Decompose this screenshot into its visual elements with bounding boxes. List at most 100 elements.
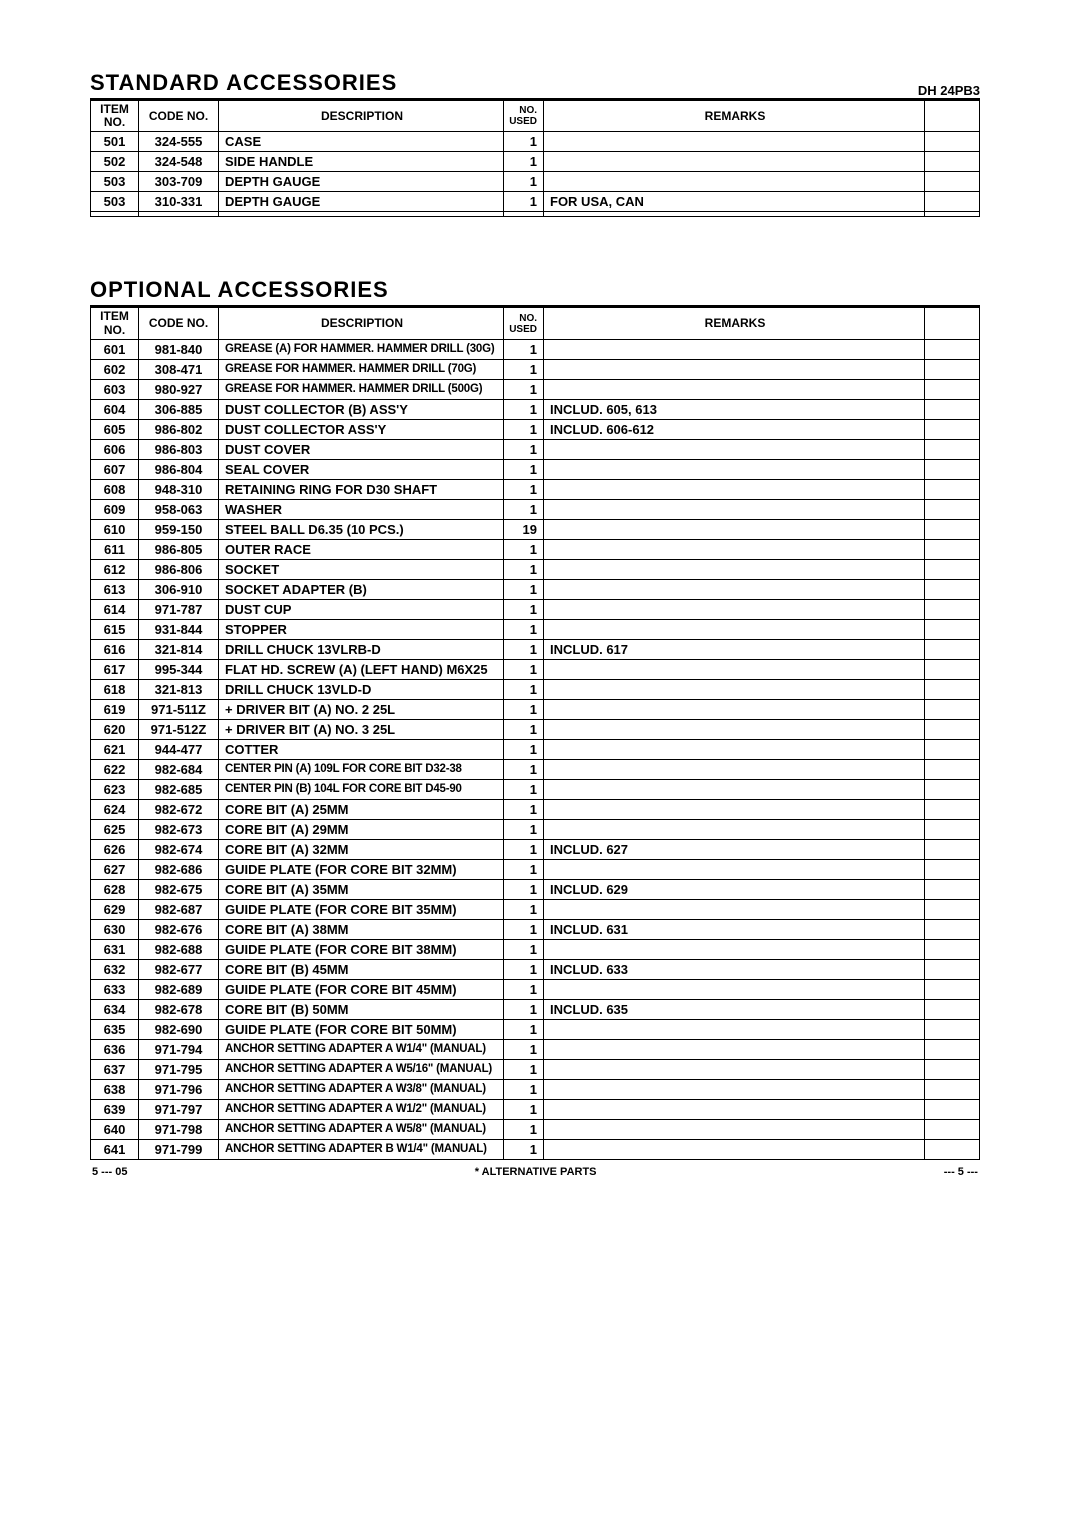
cell-description: CORE BIT (A) 29MM: [219, 819, 504, 839]
cell-item: 621: [91, 739, 139, 759]
cell-extra: [925, 479, 980, 499]
table-row: 607986-804SEAL COVER1: [91, 459, 980, 479]
cell-used: 1: [504, 192, 544, 212]
cell-remarks: [544, 539, 925, 559]
cell-extra: [925, 1059, 980, 1079]
cell-extra: [925, 1019, 980, 1039]
cell-used: 1: [504, 1079, 544, 1099]
cell-remarks: [544, 979, 925, 999]
cell-description: CORE BIT (A) 25MM: [219, 799, 504, 819]
table-row: 618321-813DRILL CHUCK 13VLD-D1: [91, 679, 980, 699]
cell-item: 601: [91, 339, 139, 359]
cell-description: CASE: [219, 132, 504, 152]
cell-used: 1: [504, 879, 544, 899]
cell-remarks: [544, 599, 925, 619]
cell-remarks: [544, 559, 925, 579]
cell-used: 1: [504, 639, 544, 659]
cell-description: CENTER PIN (A) 109L FOR CORE BIT D32-38: [219, 759, 504, 779]
cell-item: 616: [91, 639, 139, 659]
cell-extra: [925, 879, 980, 899]
cell-code: 982-674: [139, 839, 219, 859]
cell-extra: [925, 379, 980, 399]
cell-remarks: [544, 499, 925, 519]
table-row: 638971-796ANCHOR SETTING ADAPTER A W3/8"…: [91, 1079, 980, 1099]
cell-code: 995-344: [139, 659, 219, 679]
cell-item: 635: [91, 1019, 139, 1039]
table-row: *503303-709DEPTH GAUGE1: [91, 172, 980, 192]
cell-extra: [925, 759, 980, 779]
optional-section-header: OPTIONAL ACCESSORIES: [90, 277, 980, 307]
cell-item: 637: [91, 1059, 139, 1079]
cell-remarks: [544, 719, 925, 739]
cell-item: 631: [91, 939, 139, 959]
cell-description: SIDE HANDLE: [219, 152, 504, 172]
cell-description: GREASE (A) FOR HAMMER. HAMMER DRILL (30G…: [219, 339, 504, 359]
cell-description: GUIDE PLATE (FOR CORE BIT 50MM): [219, 1019, 504, 1039]
cell-extra: [925, 399, 980, 419]
cell-used: 1: [504, 339, 544, 359]
cell-code: 982-672: [139, 799, 219, 819]
optional-header-row: ITEMNO. CODE NO. DESCRIPTION NO.USED REM…: [91, 308, 980, 339]
cell-used: 1: [504, 999, 544, 1019]
cell-extra: [925, 1039, 980, 1059]
cell-code: 306-910: [139, 579, 219, 599]
cell-remarks: [544, 439, 925, 459]
cell-extra: [925, 439, 980, 459]
cell-description: OUTER RACE: [219, 539, 504, 559]
cell-code: 971-787: [139, 599, 219, 619]
table-row: 615931-844STOPPER1: [91, 619, 980, 639]
cell-code: 944-477: [139, 739, 219, 759]
header-code: CODE NO.: [139, 308, 219, 339]
cell-extra: [925, 539, 980, 559]
table-row: 610959-150STEEL BALL D6.35 (10 PCS.)19: [91, 519, 980, 539]
cell-used: 19: [504, 519, 544, 539]
table-row: 630982-676CORE BIT (A) 38MM1INCLUD. 631: [91, 919, 980, 939]
cell-code: 303-709: [139, 172, 219, 192]
cell-item: 614: [91, 599, 139, 619]
cell-description: GUIDE PLATE (FOR CORE BIT 45MM): [219, 979, 504, 999]
cell-used: 1: [504, 819, 544, 839]
cell-remarks: INCLUD. 631: [544, 919, 925, 939]
cell-extra: [925, 899, 980, 919]
cell-item: 603: [91, 379, 139, 399]
table-row: 620971-512Z+ DRIVER BIT (A) NO. 3 25L1: [91, 719, 980, 739]
cell-item: 622: [91, 759, 139, 779]
cell-used: 1: [504, 1019, 544, 1039]
model-label: DH 24PB3: [918, 83, 980, 98]
cell-code: 308-471: [139, 359, 219, 379]
cell-item: 613: [91, 579, 139, 599]
page-footer: 5 --- 05 * ALTERNATIVE PARTS --- 5 ---: [90, 1166, 980, 1178]
cell-remarks: INCLUD. 629: [544, 879, 925, 899]
cell-item: 501: [91, 132, 139, 152]
cell-extra: [925, 719, 980, 739]
cell-remarks: [544, 939, 925, 959]
cell-remarks: [544, 379, 925, 399]
cell-description: DUST COVER: [219, 439, 504, 459]
cell-description: ANCHOR SETTING ADAPTER B W1/4" (MANUAL): [219, 1139, 504, 1159]
cell-used: 1: [504, 359, 544, 379]
cell-remarks: [544, 132, 925, 152]
cell-description: ANCHOR SETTING ADAPTER A W1/4" (MANUAL): [219, 1039, 504, 1059]
cell-item: 632: [91, 959, 139, 979]
cell-remarks: INCLUD. 605, 613: [544, 399, 925, 419]
cell-code: 980-927: [139, 379, 219, 399]
cell-item: 618: [91, 679, 139, 699]
cell-extra: [925, 459, 980, 479]
cell-extra: [925, 639, 980, 659]
cell-extra: [925, 212, 980, 217]
header-item: ITEMNO.: [91, 308, 139, 339]
cell-description: DUST COLLECTOR (B) ASS'Y: [219, 399, 504, 419]
table-row: [91, 212, 980, 217]
cell-code: 959-150: [139, 519, 219, 539]
cell-item: 607: [91, 459, 139, 479]
header-desc: DESCRIPTION: [219, 101, 504, 132]
cell-code: 982-686: [139, 859, 219, 879]
cell-item: 608: [91, 479, 139, 499]
table-row: 616321-814DRILL CHUCK 13VLRB-D1INCLUD. 6…: [91, 639, 980, 659]
cell-item: 625: [91, 819, 139, 839]
cell-extra: [925, 859, 980, 879]
cell-code: 971-511Z: [139, 699, 219, 719]
table-row: 502324-548SIDE HANDLE1: [91, 152, 980, 172]
footer-right: --- 5 ---: [944, 1166, 978, 1178]
cell-used: 1: [504, 399, 544, 419]
